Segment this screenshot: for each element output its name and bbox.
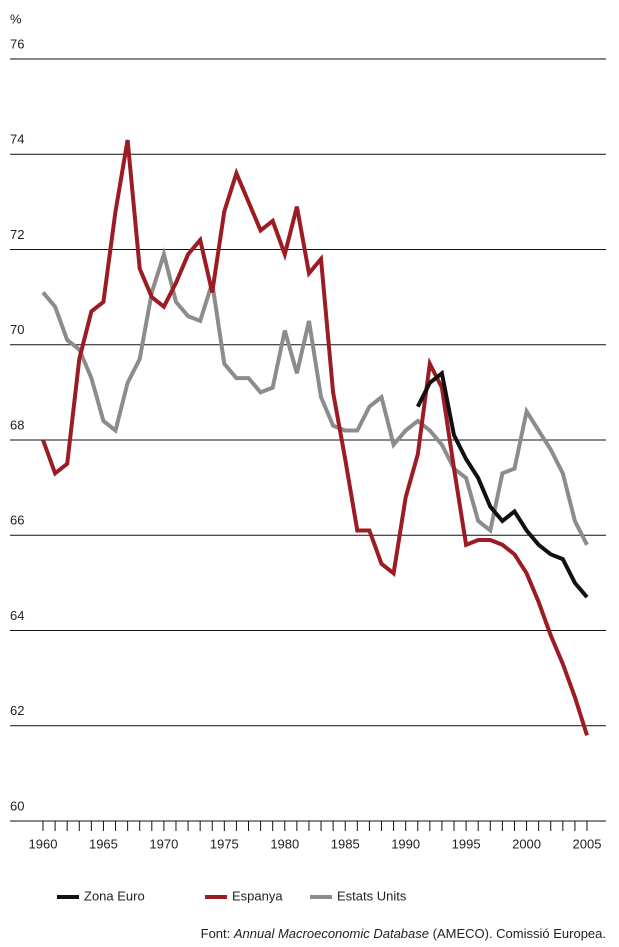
x-tick-label: 2005 (573, 836, 602, 851)
source-suffix: (AMECO). Comissió Europea. (433, 926, 606, 941)
y-tick-label: 66 (10, 513, 24, 528)
y-tick-label: 76 (10, 36, 24, 51)
x-tick-label: 1965 (89, 836, 118, 851)
source-prefix: Font: (201, 926, 231, 941)
legend-label: Espanya (232, 888, 283, 903)
y-tick-label: 72 (10, 227, 24, 242)
source-title: Annual Macroeconomic Database (233, 926, 429, 941)
x-tick-label: 2000 (512, 836, 541, 851)
y-axis-label: % (10, 11, 22, 26)
x-tick-label: 1975 (210, 836, 239, 851)
series-line (41, 247, 589, 546)
y-tick-label: 68 (10, 417, 24, 432)
x-tick-label: 1970 (149, 836, 178, 851)
y-tick-label: 64 (10, 608, 24, 623)
series-line (416, 369, 589, 599)
source-note: Font: Annual Macroeconomic Database (AME… (201, 926, 606, 941)
legend-label: Estats Units (337, 888, 407, 903)
y-tick-label: 60 (10, 798, 24, 813)
x-tick-label: 1995 (452, 836, 481, 851)
x-tick-label: 1990 (391, 836, 420, 851)
y-tick-label: 74 (10, 132, 24, 147)
x-tick-label: 1960 (29, 836, 58, 851)
y-tick-label: 62 (10, 703, 24, 718)
series-line (41, 139, 589, 736)
x-tick-label: 1980 (270, 836, 299, 851)
x-tick-label: 1985 (331, 836, 360, 851)
legend-label: Zona Euro (84, 888, 145, 903)
y-tick-label: 70 (10, 322, 24, 337)
